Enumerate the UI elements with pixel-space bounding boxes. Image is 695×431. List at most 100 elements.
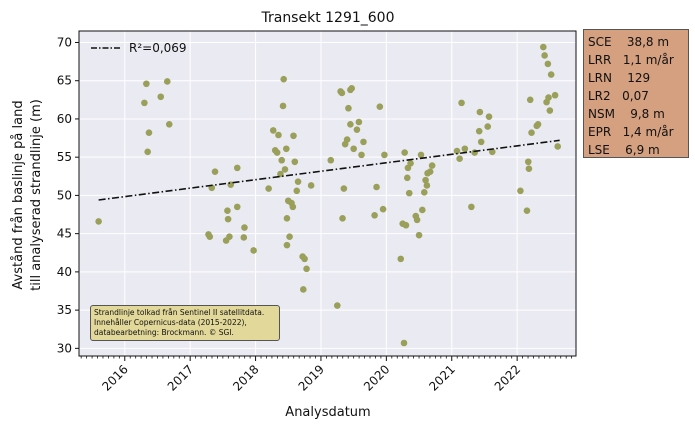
data-point	[546, 107, 554, 114]
y-tick-label: 45	[57, 227, 72, 241]
y-axis-label-line-1: Avstånd från baslinje på land	[11, 100, 26, 289]
data-point	[345, 104, 352, 112]
data-point	[273, 149, 281, 156]
data-point	[283, 241, 291, 249]
data-point	[461, 145, 469, 153]
data-point	[381, 151, 388, 159]
data-point	[350, 145, 357, 153]
data-point	[165, 120, 173, 128]
data-point	[401, 149, 408, 156]
data-point	[307, 182, 315, 189]
x-tick-label: 2020	[361, 362, 392, 393]
y-tick-label: 70	[57, 35, 72, 49]
stat-lr2: LR2 0,07	[588, 87, 688, 105]
note-line-3: databearbetning: Brockmann. © SGI.	[94, 328, 234, 337]
stat-key: EPR	[588, 125, 612, 139]
x-tick-label: 2018	[230, 362, 261, 393]
y-tick-label: 50	[57, 188, 72, 202]
data-point	[524, 158, 532, 166]
data-point	[528, 129, 535, 137]
stat-key: SCE	[588, 35, 612, 49]
data-point	[279, 102, 287, 110]
stat-value: 38,8 m	[626, 35, 670, 49]
data-point	[544, 60, 552, 68]
data-point	[144, 148, 151, 156]
data-points	[95, 43, 561, 347]
data-point	[226, 233, 233, 241]
data-point	[420, 189, 428, 196]
data-point	[456, 155, 463, 163]
x-tick-label: 2016	[99, 362, 130, 393]
data-point	[468, 203, 475, 211]
plot-area	[79, 31, 576, 356]
data-point	[233, 203, 241, 211]
data-point	[517, 187, 524, 195]
data-point	[358, 151, 365, 159]
data-point	[301, 255, 308, 263]
data-point	[547, 71, 555, 78]
stat-key: NSM	[588, 107, 615, 121]
x-tick-label: 2017	[165, 362, 196, 393]
y-tick-label: 60	[57, 112, 72, 126]
stat-lrn: LRN 129	[588, 69, 688, 87]
x-tick-label: 2022	[492, 362, 523, 393]
data-point	[233, 164, 241, 172]
data-point	[289, 203, 297, 211]
data-point	[413, 216, 421, 224]
data-point	[373, 183, 380, 191]
data-point	[525, 165, 533, 172]
data-point	[534, 120, 542, 128]
data-point	[554, 143, 561, 150]
data-point	[371, 211, 378, 219]
plot-frame	[78, 30, 577, 357]
data-point	[348, 85, 355, 92]
data-point	[278, 156, 286, 164]
data-point	[145, 129, 153, 137]
data-point	[291, 158, 299, 166]
data-point	[458, 99, 465, 107]
data-point	[426, 168, 434, 176]
data-point	[303, 265, 310, 273]
data-point	[353, 126, 361, 133]
data-point	[95, 218, 102, 225]
data-point	[211, 168, 219, 176]
stat-epr: EPR 1,4 m/år	[588, 123, 688, 141]
data-point	[407, 159, 414, 167]
stat-sce: SCE 38,8 m	[588, 33, 688, 51]
data-point	[428, 162, 436, 169]
data-point	[275, 131, 282, 139]
stat-value: 129	[627, 71, 651, 85]
data-point	[477, 138, 485, 146]
stat-key: LRN	[588, 71, 612, 85]
stat-key: LRR	[588, 53, 612, 67]
data-point	[343, 136, 351, 143]
data-point	[400, 339, 408, 347]
data-point	[422, 176, 429, 184]
data-point	[141, 99, 148, 107]
data-point	[526, 96, 534, 104]
stat-value: 6,9 m	[625, 143, 660, 157]
stat-value: 1,4 m/år	[622, 125, 674, 139]
data-point	[347, 120, 354, 128]
statistics-box: SCE 38,8 m LRR 1,1 m/år LRN 129 LR2 0,07…	[583, 29, 689, 158]
data-point	[269, 127, 277, 134]
data-point	[265, 185, 272, 192]
x-axis-label: Analysdatum	[285, 405, 370, 420]
chart-title: Transekt 1291_600	[260, 10, 394, 26]
data-point	[290, 132, 297, 140]
data-point	[206, 233, 214, 241]
stat-key: LR2	[588, 89, 611, 103]
data-point	[541, 52, 548, 59]
stat-nsm: NSM 9,8 m	[588, 105, 688, 123]
data-point	[224, 215, 232, 223]
y-tick-label: 55	[57, 150, 72, 164]
y-tick-label: 65	[57, 74, 72, 88]
stat-value: 1,1 m/år	[622, 53, 674, 67]
data-point	[281, 166, 289, 173]
data-point	[415, 231, 423, 239]
data-point	[240, 234, 248, 241]
data-point	[355, 118, 363, 126]
data-point	[339, 215, 346, 222]
data-source-note: Strandlinje tolkad från Sentinel II sate…	[90, 305, 280, 341]
data-point	[293, 187, 301, 195]
